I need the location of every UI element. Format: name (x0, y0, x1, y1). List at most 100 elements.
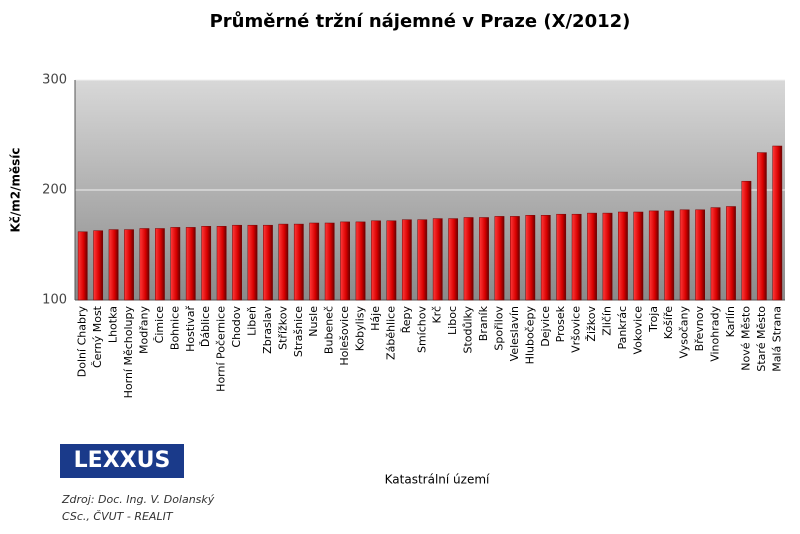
x-tick-label: Modřany (137, 306, 150, 354)
x-tick-label: Libeň (246, 306, 259, 336)
bar (633, 211, 644, 301)
bar (247, 224, 258, 301)
x-tick-label: Staré Město (755, 306, 768, 372)
bar (170, 227, 181, 301)
x-tick-label: Žižkov (585, 306, 598, 342)
x-tick-label: Nové Město (739, 306, 752, 371)
bar (710, 207, 721, 301)
x-tick-label: Troja (647, 306, 660, 333)
x-tick-label: Vinohrady (709, 306, 722, 362)
x-tick-label: Prosek (554, 305, 567, 342)
x-tick-label: Kobylisy (354, 306, 367, 352)
bar (417, 219, 428, 301)
x-tick-label: Čimice (153, 306, 166, 344)
x-tick-label: Strašnice (292, 306, 305, 357)
x-tick-label: Zbraslav (261, 306, 274, 354)
y-axis-label: Kč/m2/měsíc (9, 147, 23, 232)
bar (448, 218, 459, 301)
x-tick-label: Liboc (446, 306, 459, 335)
x-tick-label: Holešovice (338, 306, 351, 366)
bar (340, 221, 350, 301)
x-tick-label: Krč (431, 306, 444, 324)
x-tick-label: Nusle (307, 306, 320, 337)
x-tick-label: Břevnov (693, 306, 706, 352)
bar (741, 180, 752, 301)
x-tick-label: Háje (369, 306, 382, 331)
bar (648, 210, 659, 301)
bar (463, 217, 474, 301)
x-tick-label: Braník (477, 305, 490, 341)
bar (726, 206, 736, 301)
x-tick-label: Pankrác (616, 306, 629, 350)
bar (371, 220, 381, 301)
y-tick-label: 200 (42, 183, 67, 198)
bar (278, 223, 289, 301)
bar (386, 220, 397, 301)
logo-box (60, 444, 184, 478)
bar (679, 209, 690, 301)
x-tick-label: Střížkov (276, 306, 289, 350)
x-tick-label: Bohnice (168, 306, 181, 350)
x-tick-label: Záběhlice (384, 306, 397, 360)
source-line: CSc., ČVUT - REALIT (62, 510, 174, 523)
x-tick-label: Smíchov (415, 306, 428, 354)
bar (401, 219, 412, 301)
bar (124, 229, 134, 301)
bar (756, 152, 767, 301)
x-tick-label: Košíře (662, 306, 675, 339)
bar (309, 222, 320, 301)
bar (479, 217, 489, 301)
source-line: Zdroj: Doc. Ing. V. Dolanský (61, 493, 215, 506)
bar (571, 213, 582, 301)
bar (618, 211, 628, 301)
x-tick-label: Malá Strana (770, 306, 783, 372)
bar (432, 218, 443, 301)
x-tick-label: Černý Most (91, 305, 104, 368)
bar (510, 216, 520, 301)
bar (324, 222, 335, 301)
bar (139, 228, 150, 301)
bar (293, 223, 304, 301)
x-tick-label: Vršovice (570, 306, 583, 353)
x-tick-label: Hostivař (184, 306, 197, 352)
bar (77, 231, 88, 301)
bar (664, 210, 675, 301)
bar (695, 209, 705, 301)
bar (185, 227, 196, 301)
x-tick-label: Chodov (230, 306, 243, 348)
bar (525, 215, 536, 301)
x-tick-label: Dejvice (539, 306, 552, 347)
x-tick-label: Veleslavín (508, 306, 521, 361)
bar (155, 228, 165, 301)
bar (355, 221, 366, 301)
bar (216, 226, 227, 301)
y-tick-label: 100 (42, 293, 67, 308)
x-tick-label: Stodůlky (462, 306, 475, 354)
bar (93, 230, 104, 301)
bar (587, 212, 597, 301)
bar (108, 229, 119, 301)
bar (602, 212, 613, 301)
x-tick-label: Karlín (724, 306, 737, 337)
x-tick-label: Vysočany (678, 306, 691, 359)
x-tick-label: Dolní Chabry (76, 306, 89, 378)
bar (201, 226, 212, 301)
bar (540, 215, 551, 301)
bar (772, 145, 783, 301)
x-tick-label: Horní Počernice (215, 306, 228, 392)
bar (263, 224, 273, 301)
x-tick-label: Zličín (601, 306, 614, 336)
y-tick-label: 300 (42, 73, 67, 88)
chart-title: Průměrné tržní nájemné v Praze (X/2012) (210, 10, 631, 32)
x-tick-label: Hlubočepy (523, 306, 536, 365)
logo: LEXXUS (74, 448, 171, 473)
x-tick-label: Vokovice (631, 306, 644, 355)
x-tick-label: Spořilov (492, 306, 505, 351)
bar (232, 224, 242, 301)
bar (556, 213, 567, 301)
x-tick-label: Řepy (400, 306, 413, 334)
x-tick-label: Bubeneč (323, 306, 336, 354)
x-axis-label: Katastrální území (385, 473, 490, 487)
bar (494, 216, 505, 301)
